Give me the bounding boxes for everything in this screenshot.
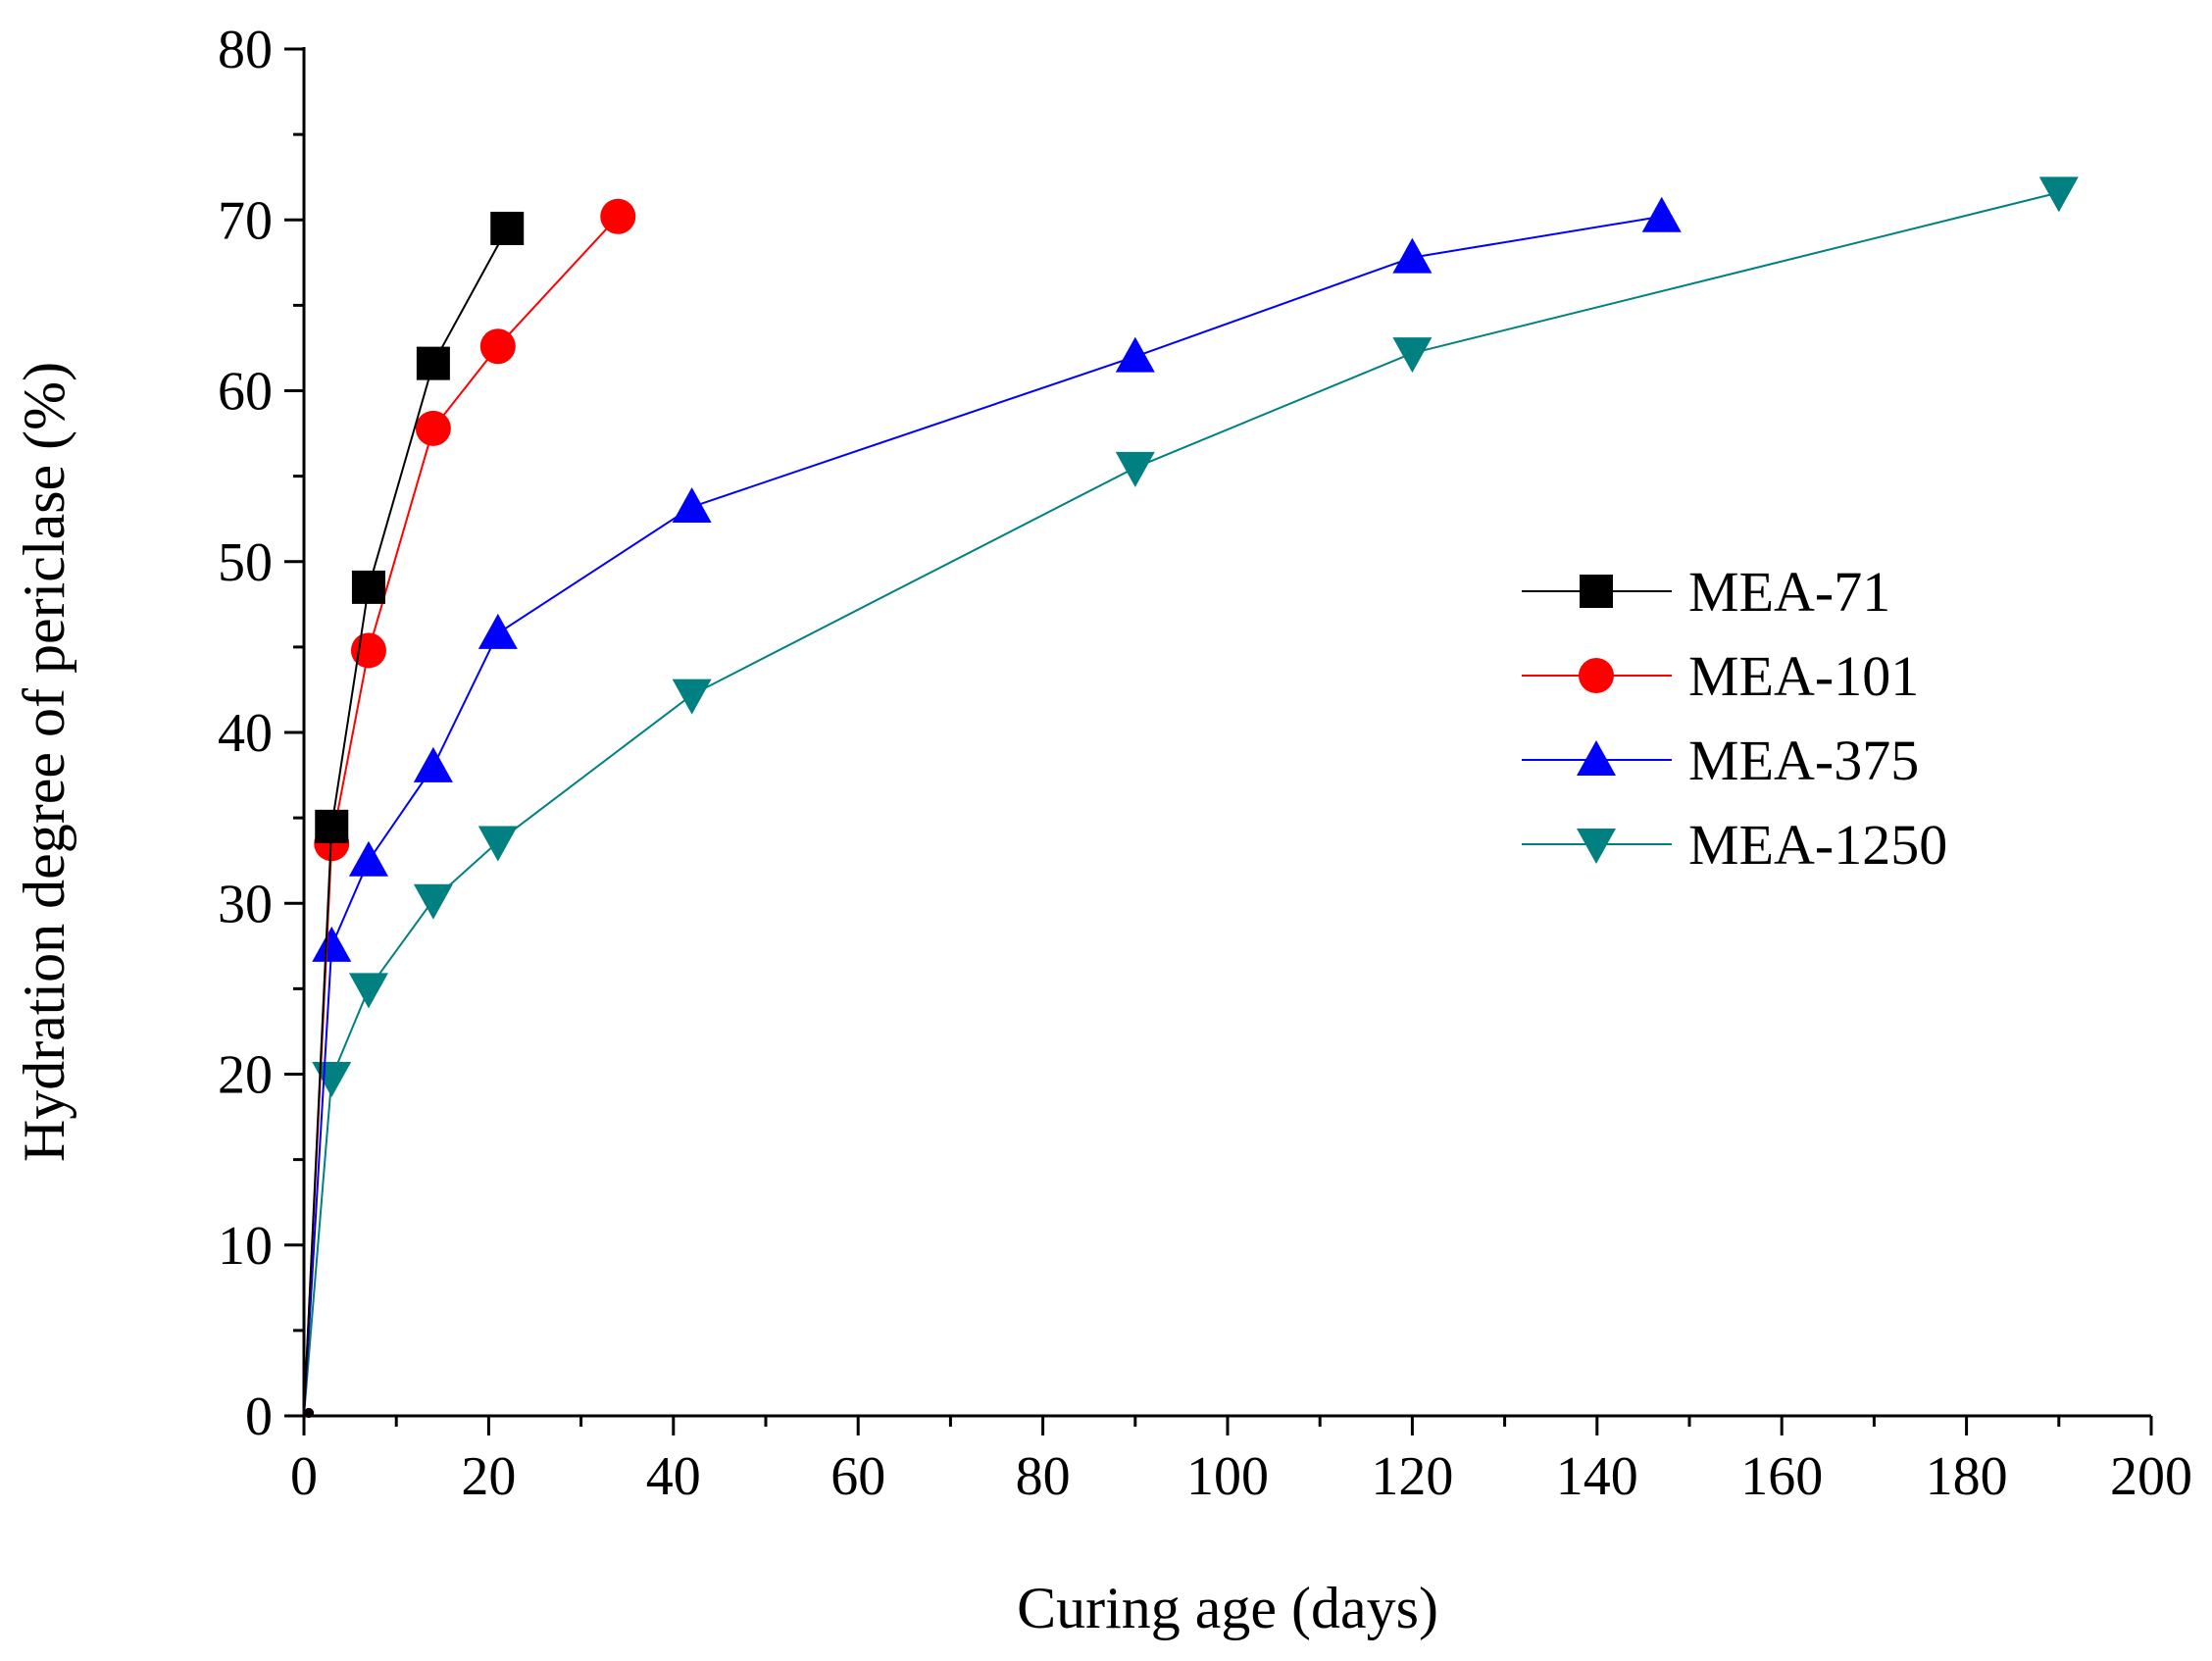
y-tick-label: 40 [218, 703, 273, 764]
data-point [416, 346, 450, 380]
data-point [479, 328, 516, 365]
legend-label: MEA-1250 [1688, 813, 1947, 877]
y-axis-title: Hydration degree of periclase (%) [12, 362, 76, 1162]
x-tick-label: 40 [646, 1446, 701, 1507]
legend-marker [1577, 829, 1616, 864]
y-tick-label: 20 [218, 1045, 273, 1106]
x-tick-label: 180 [1926, 1446, 2008, 1507]
data-point [315, 809, 349, 843]
legend: MEA-71 MEA-101 MEA-375 MEA-1250 [1522, 560, 1947, 877]
x-tick-label: 200 [2110, 1446, 2192, 1507]
legend-item-mea-71: MEA-71 [1522, 560, 1890, 624]
data-point [672, 679, 712, 715]
data-point [478, 826, 518, 862]
legend-label: MEA-71 [1688, 560, 1890, 624]
legend-marker [1579, 658, 1614, 693]
data-point [1392, 337, 1433, 374]
data-point [672, 486, 712, 523]
x-axis-title: Curing age (days) [1017, 1576, 1438, 1640]
legend-item-mea-1250: MEA-1250 [1522, 813, 1947, 877]
legend-label: MEA-375 [1688, 729, 1919, 792]
y-tick-label: 50 [218, 532, 273, 593]
data-point [490, 211, 525, 245]
data-point [348, 973, 388, 1009]
legend-item-mea-101: MEA-101 [1522, 644, 1919, 708]
series-line [303, 191, 2060, 1417]
series-layer [303, 176, 2079, 1418]
data-point [478, 613, 518, 649]
y-tick-label: 80 [218, 20, 273, 80]
y-tick-label: 30 [218, 874, 273, 934]
x-tick-label: 0 [290, 1446, 318, 1507]
legend-marker [1577, 740, 1616, 776]
y-tick-label: 10 [218, 1216, 273, 1277]
data-point [413, 746, 453, 782]
series-line [303, 216, 620, 1417]
x-tick-label: 60 [830, 1446, 885, 1507]
series-mea-71 [303, 211, 525, 1418]
origin-point [304, 1408, 314, 1418]
data-point [413, 883, 453, 920]
legend-marker [1580, 575, 1613, 608]
data-point [2038, 176, 2079, 213]
data-point [351, 570, 385, 604]
legend-label: MEA-101 [1688, 644, 1919, 708]
data-point [600, 198, 636, 234]
data-point [1115, 451, 1155, 487]
series-line [303, 215, 1662, 1417]
x-tick-label: 120 [1371, 1446, 1453, 1507]
data-point [312, 1061, 352, 1097]
legend-item-mea-375: MEA-375 [1522, 729, 1919, 792]
data-point [1115, 336, 1155, 373]
data-point [1641, 196, 1682, 232]
y-tick-label: 60 [218, 362, 273, 423]
y-tick-label: 0 [245, 1386, 273, 1447]
data-point [1392, 237, 1433, 274]
axes: 0 20 40 60 80 100 120 140 160 180 200 0 10 20 30 40 50 60… [218, 20, 2192, 1507]
x-tick-label: 100 [1186, 1446, 1269, 1507]
data-point [415, 410, 451, 446]
data-point [348, 840, 388, 877]
x-tick-label: 160 [1740, 1446, 1823, 1507]
x-tick-label: 20 [461, 1446, 516, 1507]
series-mea-375 [303, 196, 1682, 1418]
data-point [312, 926, 352, 962]
series-mea-101 [303, 198, 636, 1418]
series-mea-1250 [303, 176, 2079, 1418]
x-tick-label: 140 [1556, 1446, 1638, 1507]
y-tick-label: 70 [218, 190, 273, 251]
x-tick-label: 80 [1016, 1446, 1071, 1507]
